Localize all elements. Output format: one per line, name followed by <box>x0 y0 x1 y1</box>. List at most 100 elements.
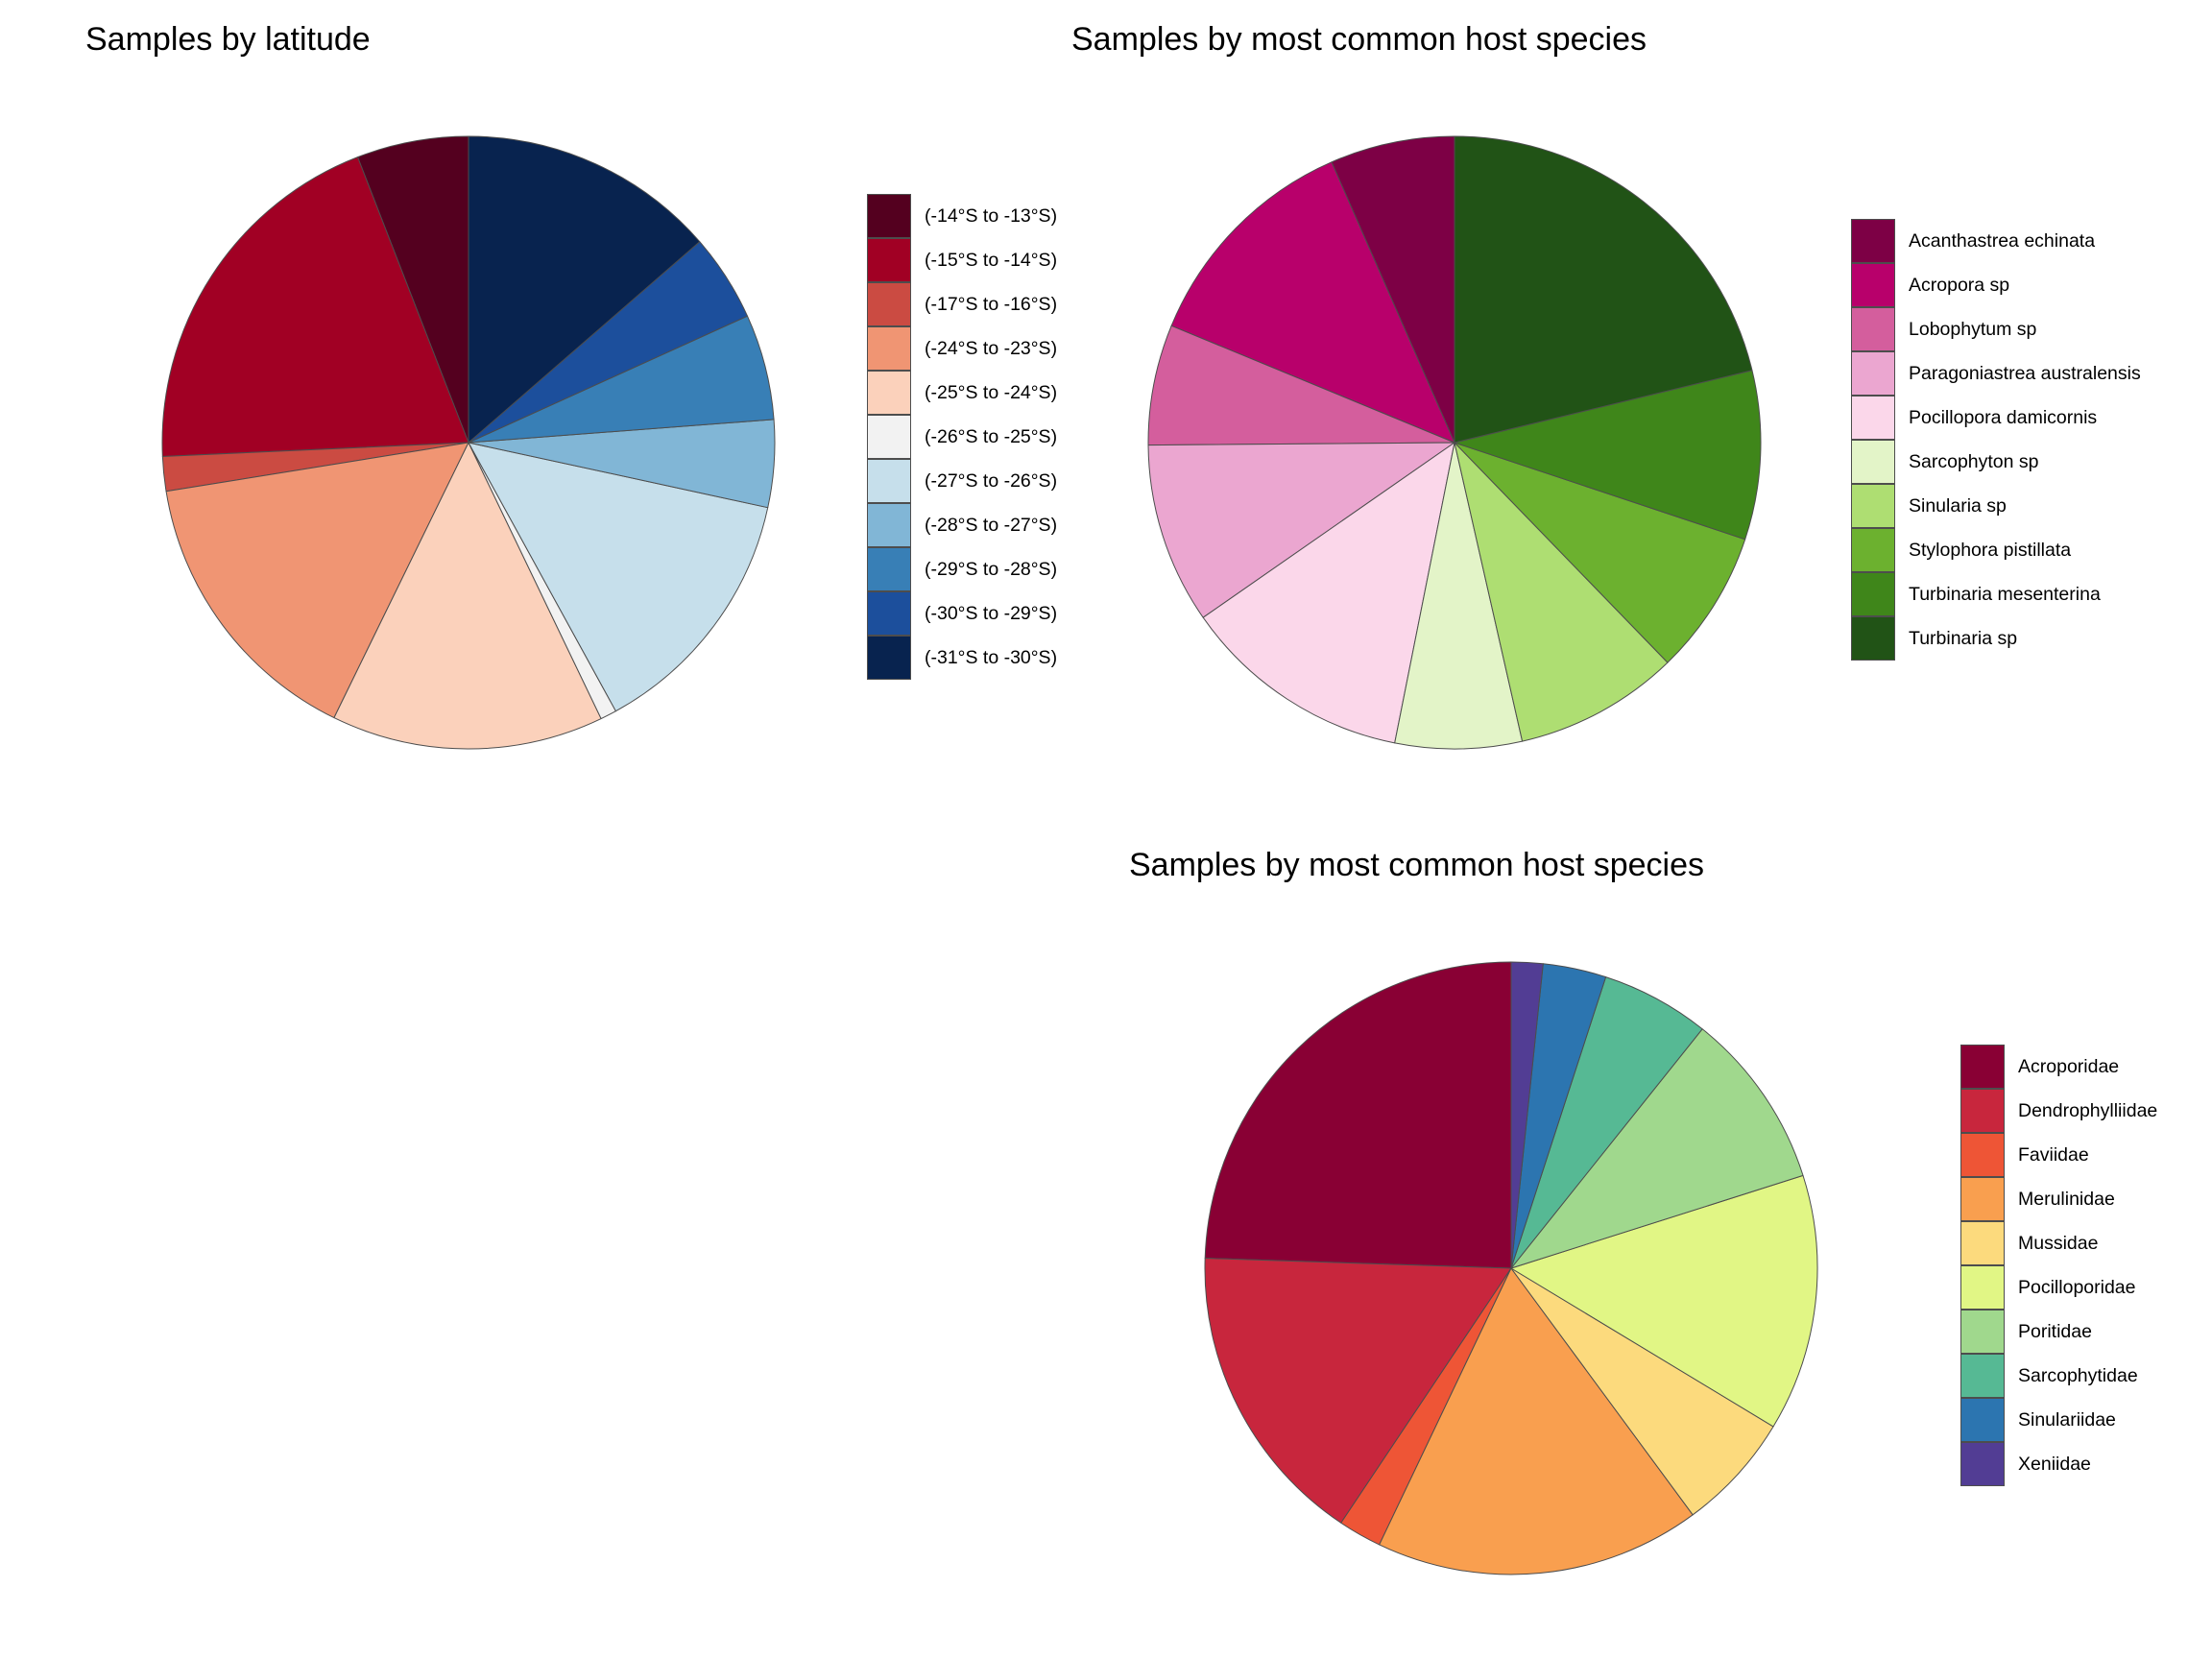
host-species-legend-label: Paragoniastrea australensis <box>1909 363 2141 384</box>
host-species-legend-item: Acanthastrea echinata <box>1851 219 2212 263</box>
host-species-legend-label: Turbinaria mesenterina <box>1909 584 2101 605</box>
latitude-slice-4 <box>333 442 602 750</box>
host-family-legend-item: Poritidae <box>1960 1310 2212 1354</box>
host-species-legend-swatch <box>1851 219 1895 263</box>
host-family-legend-swatch <box>1960 1354 2005 1398</box>
latitude-legend-item: (-29°S to -28°S) <box>867 547 1405 591</box>
host-species-slice-8 <box>1454 370 1762 541</box>
host-family-chart-title: Samples by most common host species <box>1129 847 1705 883</box>
host-family-legend-swatch <box>1960 1310 2005 1354</box>
host-species-legend-swatch <box>1851 307 1895 351</box>
latitude-legend-label: (-27°S to -26°S) <box>925 470 1058 492</box>
host-family-legend-label: Sarcophytidae <box>2018 1365 2138 1386</box>
host-family-legend-item: Sinulariidae <box>1960 1398 2212 1442</box>
host-family-slice-2 <box>1340 1267 1512 1546</box>
host-family-legend-swatch <box>1960 1442 2005 1486</box>
latitude-legend-swatch <box>867 503 911 547</box>
host-family-legend-item: Dendrophylliidae <box>1960 1089 2212 1133</box>
host-family-legend-item: Faviidae <box>1960 1133 2212 1177</box>
latitude-legend-swatch <box>867 415 911 459</box>
host-species-legend-swatch <box>1851 440 1895 484</box>
host-family-legend-item: Xeniidae <box>1960 1442 2212 1486</box>
host-species-chart-title: Samples by most common host species <box>1071 21 1647 58</box>
host-family-legend-swatch <box>1960 1089 2005 1133</box>
host-family-legend-item: Sarcophytidae <box>1960 1354 2212 1398</box>
host-family-legend-swatch <box>1960 1265 2005 1310</box>
latitude-legend-swatch <box>867 371 911 415</box>
latitude-legend-item: (-27°S to -26°S) <box>867 459 1405 503</box>
host-species-legend-item: Lobophytum sp <box>1851 307 2212 351</box>
host-species-legend-label: Sinularia sp <box>1909 495 2007 517</box>
latitude-legend-item: (-17°S to -16°S) <box>867 282 1405 326</box>
host-family-legend-swatch <box>1960 1177 2005 1221</box>
host-family-slice-8 <box>1510 963 1607 1269</box>
host-species-legend-label: Acanthastrea echinata <box>1909 230 2096 252</box>
host-family-legend-swatch <box>1960 1133 2005 1177</box>
host-family-legend-item: Merulinidae <box>1960 1177 2212 1221</box>
host-species-legend-swatch <box>1851 396 1895 440</box>
latitude-legend-swatch <box>867 238 911 282</box>
host-species-slice-9 <box>1454 135 1753 444</box>
host-species-legend-swatch <box>1851 572 1895 616</box>
host-family-legend-label: Dendrophylliidae <box>2018 1100 2158 1121</box>
latitude-legend-label: (-29°S to -28°S) <box>925 559 1058 580</box>
host-species-slice-6 <box>1454 442 1669 742</box>
latitude-legend-label: (-28°S to -27°S) <box>925 515 1058 536</box>
latitude-slice-2 <box>161 442 469 493</box>
host-family-slice-4 <box>1510 1267 1774 1516</box>
host-family-legend-label: Sinulariidae <box>2018 1409 2116 1431</box>
latitude-legend-item: (-28°S to -27°S) <box>867 503 1405 547</box>
host-species-legend-swatch <box>1851 528 1895 572</box>
latitude-legend-item: (-30°S to -29°S) <box>867 591 1405 636</box>
host-family-legend-label: Acroporidae <box>2018 1056 2120 1077</box>
host-species-legend-item: Stylophora pistillata <box>1851 528 2212 572</box>
host-species-legend-swatch <box>1851 263 1895 307</box>
latitude-legend-item: (-25°S to -24°S) <box>867 371 1405 415</box>
host-family-slice-5 <box>1510 1174 1818 1428</box>
latitude-legend-item: (-15°S to -14°S) <box>867 238 1405 282</box>
host-species-legend-label: Turbinaria sp <box>1909 628 2018 649</box>
latitude-legend-swatch <box>867 282 911 326</box>
latitude-legend-item: (-24°S to -23°S) <box>867 326 1405 371</box>
latitude-legend-swatch <box>867 459 911 503</box>
latitude-chart-title: Samples by latitude <box>85 21 371 58</box>
host-species-legend-item: Sinularia sp <box>1851 484 2212 528</box>
host-species-legend-label: Acropora sp <box>1909 275 2010 296</box>
latitude-legend-swatch <box>867 326 911 371</box>
host-family-legend-label: Merulinidae <box>2018 1189 2115 1210</box>
host-species-legend-label: Lobophytum sp <box>1909 319 2037 340</box>
latitude-legend-swatch <box>867 591 911 636</box>
latitude-legend-label: (-17°S to -16°S) <box>925 294 1058 315</box>
latitude-slice-0 <box>357 135 469 444</box>
host-species-legend-item: Sarcophyton sp <box>1851 440 2212 484</box>
latitude-slice-3 <box>165 442 469 719</box>
host-species-legend-item: Turbinaria mesenterina <box>1851 572 2212 616</box>
host-family-slice-7 <box>1510 976 1703 1269</box>
host-family-slice-6 <box>1510 1028 1804 1269</box>
host-species-slice-7 <box>1454 442 1746 663</box>
host-family-legend-swatch <box>1960 1398 2005 1442</box>
host-family-legend-item: Mussidae <box>1960 1221 2212 1265</box>
host-family-slice-0 <box>1204 961 1512 1269</box>
host-family-legend-label: Xeniidae <box>2018 1454 2091 1475</box>
host-family-legend-label: Poritidae <box>2018 1321 2092 1342</box>
host-species-legend-label: Pocillopora damicornis <box>1909 407 2098 428</box>
latitude-legend-item: (-14°S to -13°S) <box>867 194 1405 238</box>
host-family-slice-3 <box>1379 1267 1694 1575</box>
latitude-legend-swatch <box>867 194 911 238</box>
host-species-legend-label: Sarcophyton sp <box>1909 451 2039 472</box>
host-species-legend-swatch <box>1851 616 1895 661</box>
host-species-slice-5 <box>1394 442 1524 750</box>
host-family-slice-9 <box>1510 961 1544 1269</box>
host-family-legend-item: Pocilloporidae <box>1960 1265 2212 1310</box>
latitude-slice-10 <box>468 135 701 444</box>
host-species-legend-label: Stylophora pistillata <box>1909 540 2072 561</box>
latitude-legend-swatch <box>867 636 911 680</box>
latitude-legend-item: (-26°S to -25°S) <box>867 415 1405 459</box>
host-family-slice-1 <box>1204 1258 1512 1524</box>
host-species-legend-item: Acropora sp <box>1851 263 2212 307</box>
latitude-legend-label: (-25°S to -24°S) <box>925 382 1058 403</box>
latitude-slice-5 <box>468 442 616 720</box>
host-species-legend-item: Paragoniastrea australensis <box>1851 351 2212 396</box>
host-species-legend-item: Pocillopora damicornis <box>1851 396 2212 440</box>
